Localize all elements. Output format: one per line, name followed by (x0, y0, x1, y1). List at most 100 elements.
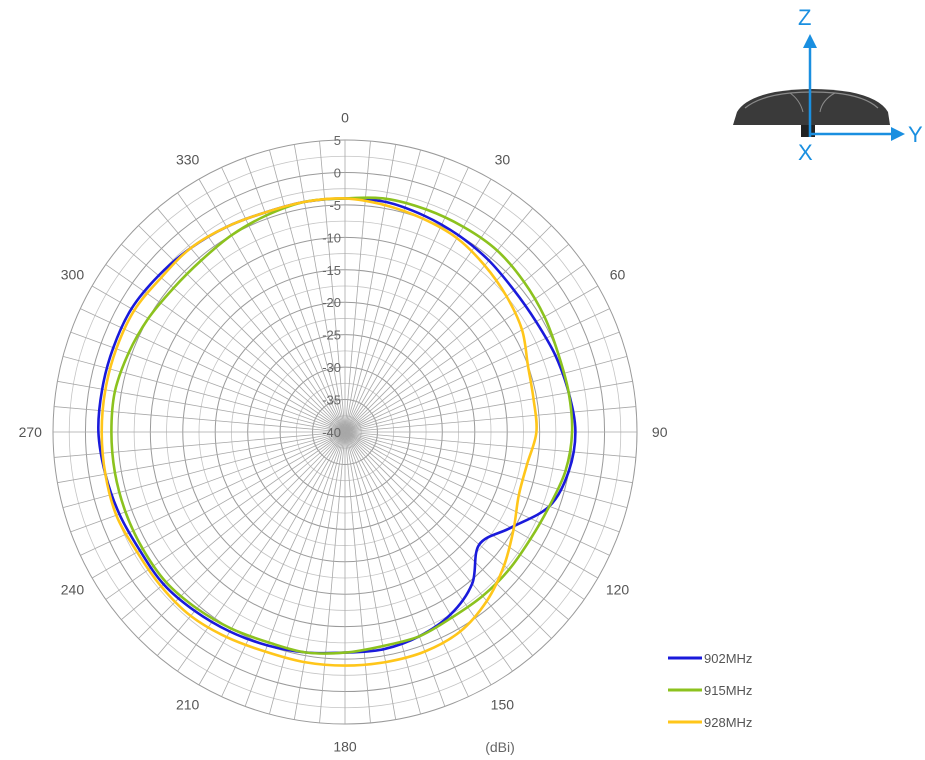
grid-spoke (344, 431, 585, 600)
series-group (97, 196, 577, 667)
series-line-915MHz (110, 196, 574, 655)
grid-spoke (344, 431, 620, 533)
grid-spoke (177, 431, 346, 672)
grid-spoke (269, 149, 346, 433)
grid-spoke (344, 208, 534, 433)
grid-spoke (344, 431, 371, 723)
grid-spoke (344, 431, 569, 621)
z-arrow-icon (803, 34, 817, 48)
antenna-body (733, 89, 890, 125)
grid-spoke (80, 431, 346, 556)
angle-tick-label: 0 (341, 109, 349, 125)
ring-tick-label: 5 (334, 133, 341, 148)
grid-spoke (344, 431, 628, 508)
grid-spoke (177, 192, 346, 433)
grid-spoke (319, 431, 346, 723)
angle-tick-label: 210 (176, 697, 200, 713)
ring-tick-label: -15 (322, 263, 341, 278)
orientation-diagram: Z Y X (733, 5, 923, 165)
grid-spoke (344, 380, 633, 433)
grid-spoke (344, 431, 469, 697)
ring-tick-label: -40 (322, 425, 341, 440)
ring-tick-label: -30 (322, 360, 341, 375)
grid-spoke (319, 141, 346, 433)
grid-spoke (344, 431, 446, 707)
angle-tick-label: 180 (333, 739, 357, 755)
grid-spoke (344, 192, 513, 433)
ring-labels: 5 0 -5 -10 -15 -20 -25 -30 -35 -40 (322, 133, 341, 440)
grid-spoke (91, 431, 346, 579)
grid-spoke (344, 157, 446, 433)
polar-grid (52, 139, 638, 725)
antenna-highlight (744, 91, 879, 109)
unit-label: (dBi) (485, 739, 515, 755)
legend-label: 915MHz (704, 683, 752, 698)
z-axis-label: Z (798, 5, 811, 30)
grid-spoke (244, 157, 346, 433)
grid-spoke (344, 431, 397, 720)
grid-spoke (344, 431, 552, 639)
grid-spoke (121, 431, 346, 621)
grid-spoke (344, 225, 552, 433)
grid-spoke (344, 431, 633, 484)
angle-tick-label: 330 (176, 151, 200, 167)
grid-spoke (344, 331, 620, 433)
grid-spoke (344, 431, 636, 458)
grid-spoke (344, 308, 610, 433)
grid-spoke (156, 431, 346, 656)
grid-spoke (344, 431, 492, 686)
angle-tick-label: 150 (491, 697, 515, 713)
grid-spoke (221, 431, 346, 697)
angle-tick-label: 300 (61, 267, 85, 283)
grid-spoke (244, 431, 346, 707)
angle-tick-label: 240 (61, 581, 85, 597)
angle-tick-label: 270 (19, 424, 43, 440)
grid-spoke (221, 167, 346, 433)
grid-spoke (344, 144, 397, 433)
grid-spoke (344, 149, 421, 433)
grid-spoke (344, 264, 585, 433)
angle-tick-label: 30 (495, 151, 511, 167)
grid-spoke (344, 406, 636, 433)
grid-spoke (344, 431, 513, 672)
y-arrow-icon (891, 127, 905, 141)
grid-spoke (198, 431, 346, 686)
y-axis-label: Y (908, 122, 923, 147)
legend: 902MHz 915MHz 928MHz (668, 651, 752, 730)
grid-spoke (344, 141, 371, 433)
angle-labels: 0 30 60 90 120 150 180 210 240 270 300 330 (19, 109, 668, 754)
grid-spoke (293, 431, 346, 720)
grid-spoke (105, 431, 346, 600)
ring-tick-label: -10 (322, 230, 341, 245)
antenna-highlight-2 (789, 92, 836, 113)
grid-spoke (344, 356, 628, 433)
ring-tick-label: -5 (329, 198, 341, 213)
legend-label: 928MHz (704, 715, 752, 730)
grid-spoke (344, 178, 492, 433)
grid-spoke (344, 431, 610, 556)
angle-tick-label: 90 (652, 424, 668, 440)
ring-tick-label: -20 (322, 295, 341, 310)
ring-tick-label: 0 (334, 165, 341, 180)
legend-label: 902MHz (704, 651, 752, 666)
grid-spoke (198, 178, 346, 433)
ring-tick-label: -25 (322, 328, 341, 343)
x-axis-label: X (798, 140, 813, 165)
grid-spoke (156, 208, 346, 433)
angle-tick-label: 60 (610, 267, 626, 283)
grid-spoke (344, 285, 599, 433)
grid-spoke (105, 264, 346, 433)
grid-spoke (344, 431, 599, 579)
series-line-928MHz (100, 197, 538, 667)
grid-spoke (344, 431, 534, 656)
grid-spoke (138, 431, 346, 639)
grid-spoke (138, 225, 346, 433)
grid-spoke (344, 431, 421, 715)
grid-spoke (269, 431, 346, 715)
ring-tick-label: -35 (322, 393, 341, 408)
grid-spoke (344, 243, 569, 433)
angle-tick-label: 120 (606, 581, 630, 597)
grid-spoke (344, 167, 469, 433)
grid-spoke (293, 144, 346, 433)
